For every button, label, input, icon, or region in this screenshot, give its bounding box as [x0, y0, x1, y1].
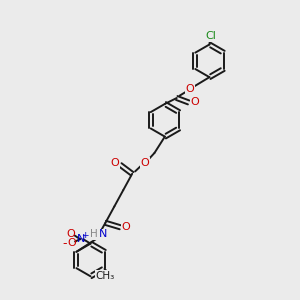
- Text: O: O: [186, 84, 194, 94]
- Text: CH₃: CH₃: [96, 271, 115, 281]
- Text: -: -: [62, 237, 67, 250]
- Text: O: O: [111, 158, 119, 168]
- Text: O: O: [68, 238, 76, 248]
- Text: O: O: [67, 229, 76, 239]
- Text: O: O: [190, 97, 199, 107]
- Text: +: +: [81, 231, 89, 240]
- Text: N: N: [76, 234, 85, 244]
- Text: O: O: [140, 158, 149, 168]
- Text: H: H: [90, 229, 98, 239]
- Text: N: N: [99, 229, 107, 239]
- Text: Cl: Cl: [206, 31, 216, 41]
- Text: O: O: [122, 222, 130, 232]
